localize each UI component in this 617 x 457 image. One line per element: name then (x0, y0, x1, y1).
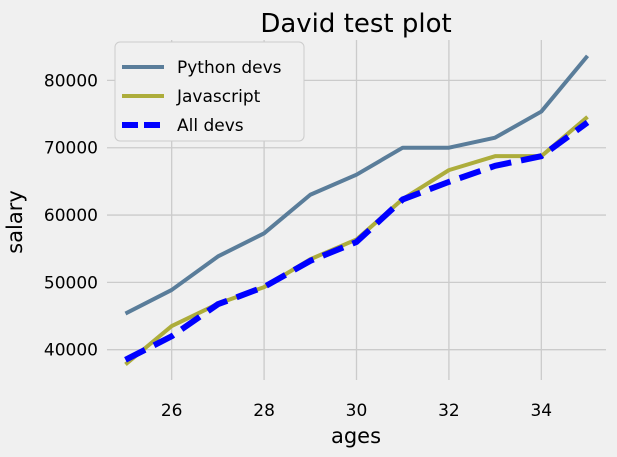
x-axis-title: ages (331, 424, 381, 448)
legend-label-all-devs: All devs (177, 116, 244, 136)
y-tick-label: 80000 (44, 71, 98, 91)
series-line-python-devs (124, 54, 590, 316)
legend-label-javascript: Javascript (176, 87, 261, 107)
x-tick-label: 30 (346, 401, 368, 421)
series-line-all-devs (124, 120, 590, 363)
y-tick-label: 60000 (44, 206, 98, 226)
legend: Python devs Javascript All devs (114, 41, 305, 142)
y-tick-label: 70000 (44, 139, 98, 159)
series-lines (124, 54, 590, 366)
chart-title: David test plot (260, 9, 451, 39)
y-tick-label: 40000 (44, 341, 98, 361)
x-tick-label: 34 (530, 401, 552, 421)
tick-labels: 26 28 30 32 34 40000 50000 60000 70000 80000 (44, 71, 552, 421)
x-tick-label: 32 (438, 401, 460, 421)
x-tick-label: 28 (253, 401, 275, 421)
y-axis-title: salary (3, 190, 27, 254)
y-tick-label: 50000 (44, 273, 98, 293)
legend-label-python-devs: Python devs (177, 58, 282, 78)
x-tick-label: 26 (161, 401, 183, 421)
